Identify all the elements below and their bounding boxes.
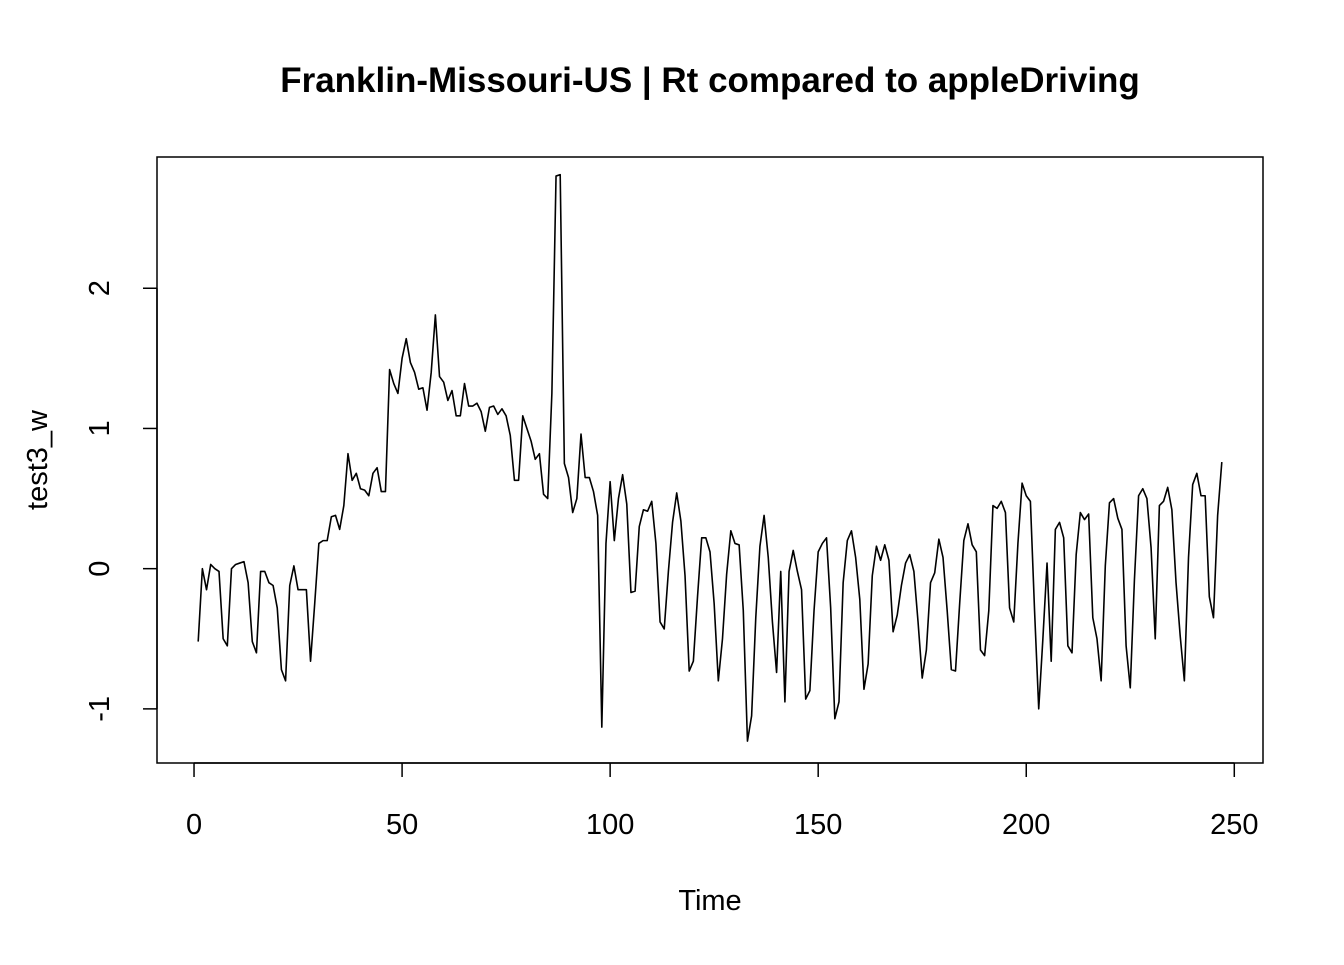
y-tick-label: 1 bbox=[84, 420, 116, 436]
x-tick-label: 50 bbox=[386, 809, 418, 841]
y-axis-label: test3_w bbox=[22, 409, 54, 510]
series-points bbox=[198, 175, 1222, 741]
x-tick-label: 0 bbox=[186, 809, 202, 841]
plot-frame bbox=[157, 157, 1263, 763]
x-tick-label: 100 bbox=[586, 809, 634, 841]
chart-title: Franklin-Missouri-US | Rt compared to ap… bbox=[280, 61, 1140, 100]
x-axis: 0 50 100 150 200 250 bbox=[186, 763, 1259, 841]
series-line bbox=[198, 175, 1222, 741]
y-axis: -1 0 1 2 bbox=[84, 280, 157, 722]
x-tick-label: 250 bbox=[1210, 809, 1258, 841]
x-axis-label: Time bbox=[678, 885, 741, 917]
x-tick-label: 200 bbox=[1002, 809, 1050, 841]
y-tick-label: 0 bbox=[84, 561, 116, 577]
y-tick-label: 2 bbox=[84, 280, 116, 296]
y-tick-label: -1 bbox=[84, 696, 116, 722]
x-tick-label: 150 bbox=[794, 809, 842, 841]
